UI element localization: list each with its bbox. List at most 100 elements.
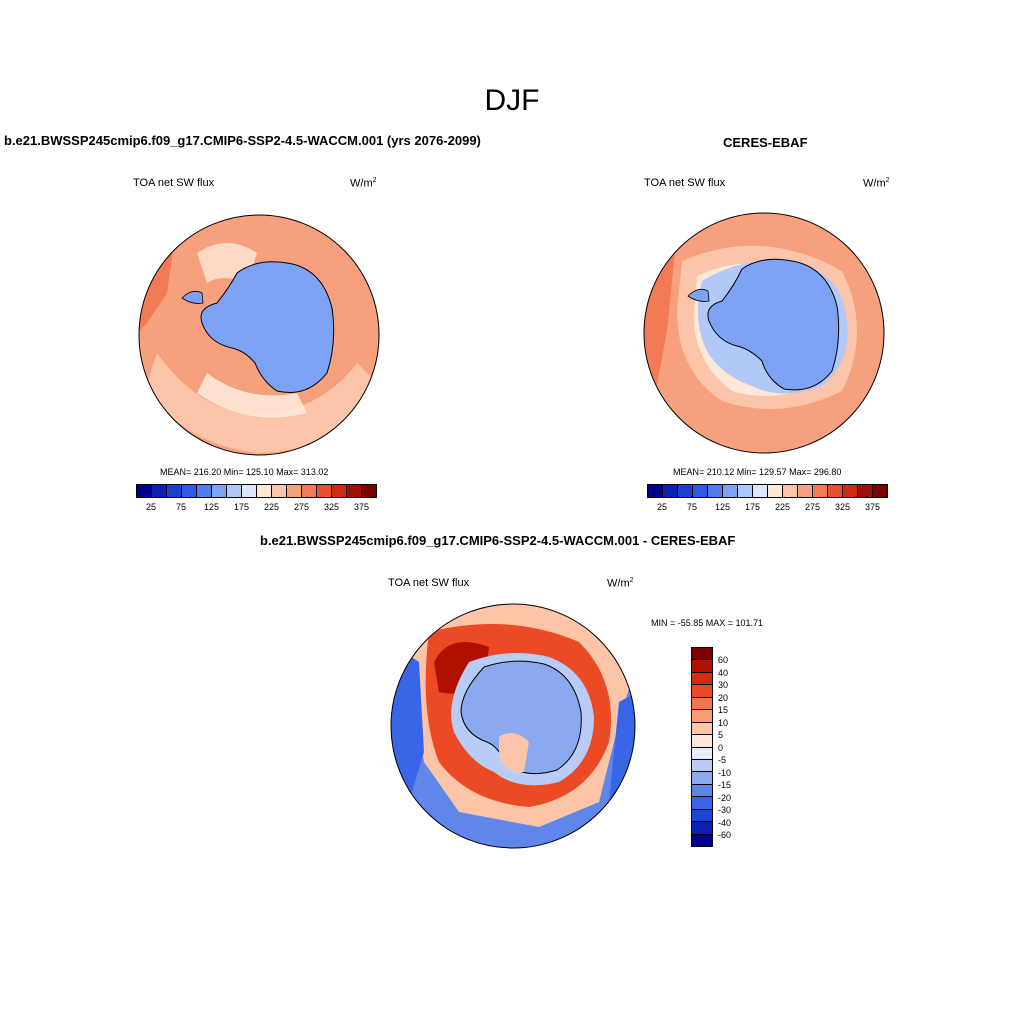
model-colorbar-labels: 25 75 125 175 225 275 325 375 bbox=[146, 502, 369, 514]
diff-colorbar-swatch bbox=[692, 834, 712, 846]
model-panel-title: b.e21.BWSSP245cmip6.f09_g17.CMIP6-SSP2-4… bbox=[4, 133, 481, 148]
model-colorbar-label: 225 bbox=[264, 502, 280, 512]
model-colorbar-swatch bbox=[227, 485, 242, 497]
diff-colorbar-swatch bbox=[692, 672, 712, 686]
obs-colorbar-swatch bbox=[663, 485, 678, 497]
model-colorbar-swatch bbox=[242, 485, 257, 497]
model-midlat-band bbox=[147, 353, 377, 453]
diff-panel-title: b.e21.BWSSP245cmip6.f09_g17.CMIP6-SSP2-4… bbox=[260, 533, 736, 548]
model-colorbar-swatch bbox=[167, 485, 182, 497]
obs-map-border bbox=[643, 212, 885, 454]
model-colorbar-swatch bbox=[347, 485, 362, 497]
diff-colorbar-swatch bbox=[692, 759, 712, 773]
obs-peninsula bbox=[687, 288, 710, 302]
diff-colorbar-label: -5 bbox=[718, 755, 727, 765]
obs-colorbar-swatch bbox=[783, 485, 798, 497]
model-colorbar-swatch bbox=[197, 485, 212, 497]
model-units-exp: 2 bbox=[372, 177, 377, 184]
obs-units-base: W/m bbox=[863, 177, 886, 190]
diff-colorbar-label: -10 bbox=[718, 767, 732, 778]
obs-colorbar-swatch bbox=[873, 485, 887, 497]
model-colorbar bbox=[136, 484, 377, 498]
diff-colorbar-swatch bbox=[692, 822, 712, 835]
obs-colorbar-label: 75 bbox=[687, 502, 698, 512]
diff-units-label: W/m2 bbox=[607, 577, 634, 590]
diff-colorbar bbox=[691, 647, 713, 847]
model-colorbar-swatch bbox=[182, 485, 197, 497]
model-colorbar-label: 275 bbox=[294, 502, 310, 512]
diff-colorbar-swatch bbox=[692, 710, 712, 723]
model-colorbar-label: 75 bbox=[176, 502, 187, 512]
obs-antarctica-continent bbox=[707, 258, 840, 391]
diff-colorbar-label: 15 bbox=[718, 705, 729, 715]
diff-polar-map bbox=[390, 603, 636, 849]
obs-colorbar-label: 225 bbox=[775, 502, 791, 512]
obs-colorbar-swatch bbox=[648, 485, 663, 497]
diff-colorbar-label: -30 bbox=[718, 805, 732, 815]
diff-colorbar-label: -20 bbox=[718, 792, 732, 803]
obs-units-label: W/m2 bbox=[863, 177, 890, 190]
obs-colorbar-swatch bbox=[798, 485, 813, 497]
model-light-band bbox=[197, 373, 307, 418]
model-colorbar-label: 125 bbox=[204, 502, 220, 512]
model-colorbar-swatch bbox=[152, 485, 167, 497]
model-map-border bbox=[138, 214, 380, 456]
diff-colorbar-swatch bbox=[692, 685, 712, 698]
model-stats: MEAN= 216.20 Min= 125.10 Max= 313.02 bbox=[160, 467, 329, 477]
obs-colorbar-label: 275 bbox=[805, 502, 821, 512]
diff-colorbar-swatch bbox=[692, 648, 712, 661]
diff-colorbar-labels: 60 40 30 20 15 10 5 0 -5 -10 -15 -20 -30… bbox=[718, 655, 758, 845]
model-colorbar-label: 25 bbox=[146, 502, 157, 512]
obs-colorbar-swatch bbox=[813, 485, 828, 497]
diff-colorbar-label: 10 bbox=[718, 717, 729, 728]
model-variable-label: TOA net SW flux bbox=[133, 177, 215, 189]
diff-map-border bbox=[390, 603, 636, 849]
diff-colorbar-label: 60 bbox=[718, 655, 729, 665]
diff-colorbar-swatch bbox=[692, 784, 712, 798]
diff-colorbar-swatch bbox=[692, 809, 712, 823]
diff-colorbar-swatch bbox=[692, 697, 712, 711]
diff-colorbar-label: 0 bbox=[718, 742, 724, 753]
obs-colorbar-swatch bbox=[828, 485, 843, 497]
diff-colorbar-label: -15 bbox=[718, 780, 732, 790]
obs-polar-map bbox=[643, 212, 885, 454]
model-units-label: W/m2 bbox=[350, 177, 377, 190]
obs-colorbar-swatch bbox=[708, 485, 723, 497]
diff-colorbar-label: 40 bbox=[718, 667, 729, 678]
diff-colorbar-label: 30 bbox=[718, 680, 729, 690]
model-units-base: W/m bbox=[350, 177, 373, 190]
obs-colorbar-label: 375 bbox=[865, 502, 881, 512]
diff-colorbar-label: -40 bbox=[718, 817, 732, 828]
model-colorbar-swatch bbox=[272, 485, 287, 497]
obs-stats: MEAN= 210.12 Min= 129.57 Max= 296.80 bbox=[673, 467, 842, 477]
model-colorbar-swatch bbox=[212, 485, 227, 497]
diff-colorbar-swatch bbox=[692, 747, 712, 760]
model-colorbar-swatch bbox=[257, 485, 272, 497]
obs-colorbar-swatch bbox=[768, 485, 783, 497]
diff-ice-shelf-positive bbox=[499, 733, 529, 773]
obs-colorbar-label: 25 bbox=[657, 502, 668, 512]
model-colorbar-swatch bbox=[332, 485, 347, 497]
diff-colorbar-swatch bbox=[692, 660, 712, 673]
diff-colorbar-swatch bbox=[692, 735, 712, 748]
model-colorbar-swatch bbox=[137, 485, 152, 497]
model-antarctica-continent bbox=[200, 261, 335, 393]
obs-colorbar-label: 125 bbox=[715, 502, 731, 512]
model-colorbar-label: 325 bbox=[324, 502, 340, 512]
model-colorbar-label: 375 bbox=[354, 502, 370, 512]
diff-antarctica-continent bbox=[460, 660, 582, 775]
obs-units-exp: 2 bbox=[885, 177, 890, 184]
diff-units-base: W/m bbox=[607, 577, 630, 590]
obs-colorbar-swatch bbox=[753, 485, 768, 497]
diff-stats: MIN = -55.85 MAX = 101.71 bbox=[651, 618, 764, 628]
obs-colorbar-swatch bbox=[678, 485, 693, 497]
model-colorbar-swatch bbox=[287, 485, 302, 497]
diff-colorbar-swatch bbox=[692, 722, 712, 736]
obs-panel-title: CERES-EBAF bbox=[723, 135, 808, 150]
obs-colorbar bbox=[647, 484, 888, 498]
model-colorbar-label: 175 bbox=[234, 502, 250, 512]
obs-colorbar-swatch bbox=[738, 485, 753, 497]
diff-variable-label: TOA net SW flux bbox=[388, 577, 470, 589]
obs-colorbar-swatch bbox=[693, 485, 708, 497]
model-colorbar-swatch bbox=[362, 485, 376, 497]
